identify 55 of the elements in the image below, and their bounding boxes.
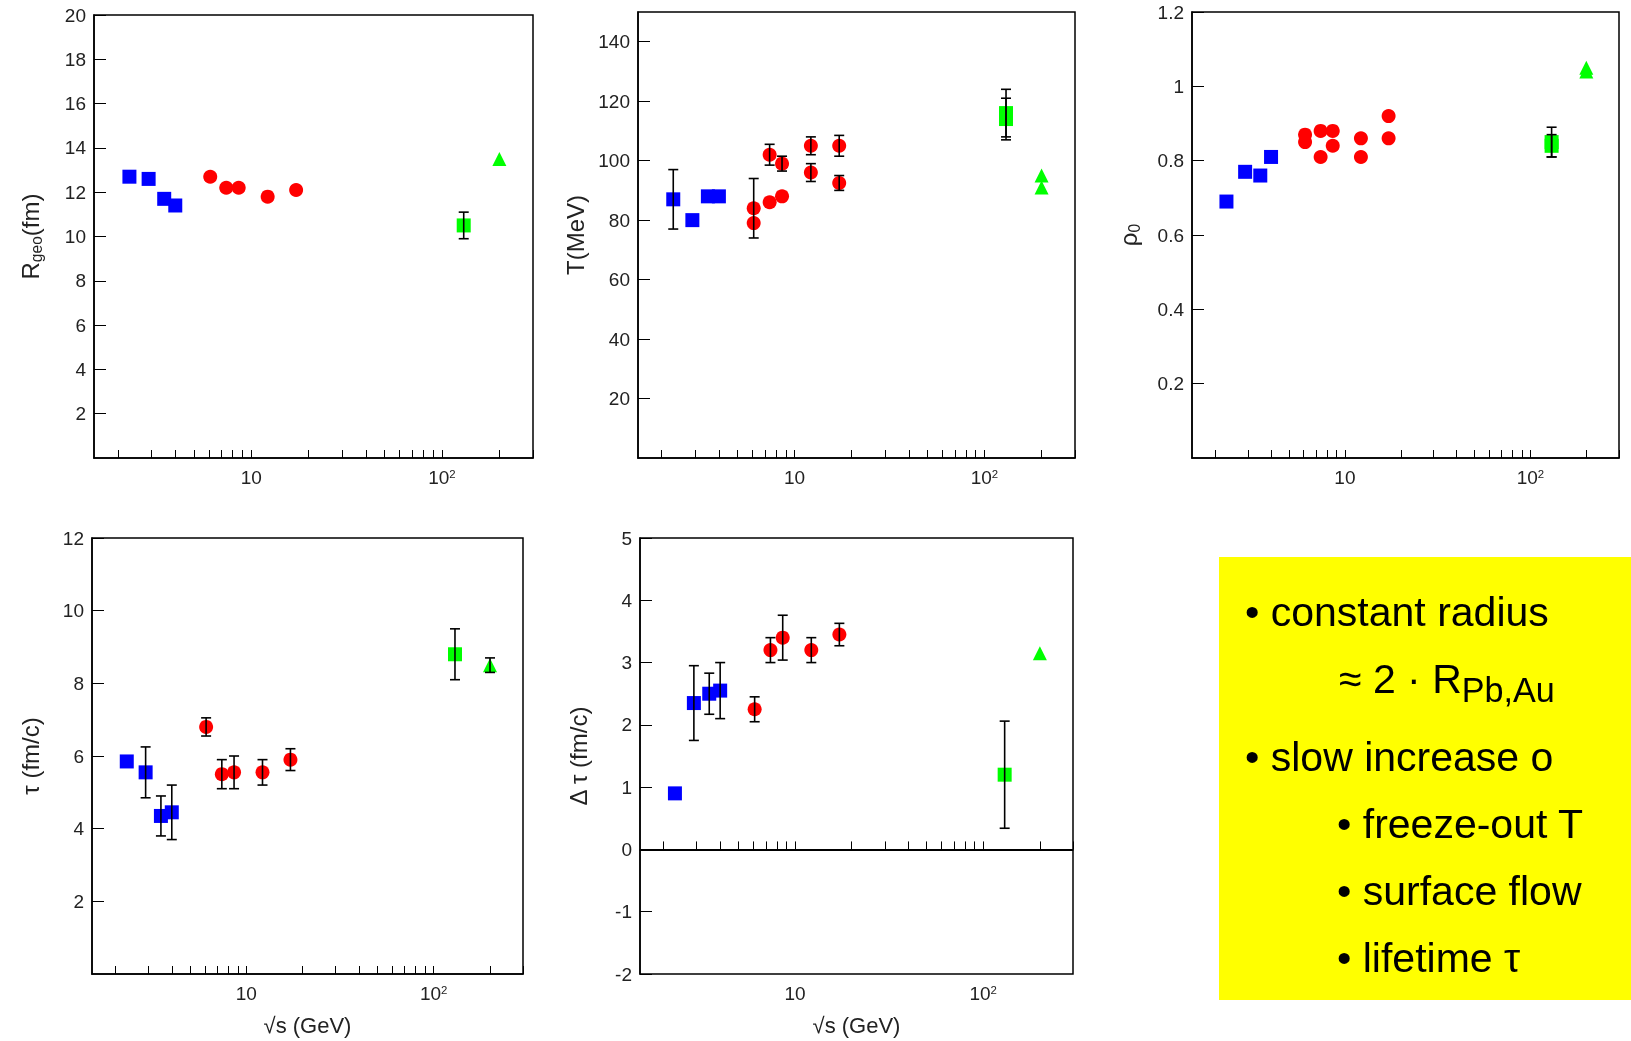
y-tick-label: 3 (621, 652, 632, 674)
y-tick-label: 0.8 (1157, 150, 1184, 172)
y-tick-label: 6 (73, 745, 84, 767)
y-axis-title: τ (fm/c) (16, 717, 44, 795)
y-tick-label: -1 (615, 901, 632, 923)
y-tick-label: 1.2 (1157, 1, 1184, 23)
text: • freeze-out T (1337, 800, 1585, 850)
y-tick-label: 100 (598, 150, 630, 172)
y-tick-label: 4 (621, 589, 633, 611)
text: • lifetime τ (1337, 934, 1522, 984)
y-tick-label: 2 (73, 890, 84, 912)
y-tick-label: 18 (64, 48, 86, 70)
y-tick-label: 5 (621, 527, 632, 549)
text: • constant radius (1245, 588, 1550, 637)
y-tick-label: 4 (75, 358, 87, 380)
text: ≈ 2 · R$_{Pb,Au}$ (1339, 655, 1556, 712)
y-tick-label: 6 (75, 314, 86, 336)
y-tick-label: 0.4 (1157, 298, 1185, 320)
y-tick-label: 12 (64, 181, 86, 203)
y-tick-label: 2 (75, 403, 86, 425)
x-tick-label: 10 (783, 467, 806, 488)
y-tick-label: 140 (598, 31, 630, 53)
y-tick-label: 14 (64, 137, 87, 159)
y-tick-label: 1 (621, 776, 632, 798)
y-tick-label: 1 (1173, 75, 1184, 97)
y-tick-label: 12 (62, 527, 84, 549)
y-tick-label: 0.6 (1157, 224, 1184, 246)
text: • surface flow (1337, 867, 1583, 917)
y-tick-label: 0.2 (1157, 373, 1184, 395)
y-tick-label: 16 (64, 93, 86, 115)
y-axis-title: T(MeV) (561, 195, 589, 275)
y-tick-label: 4 (73, 818, 85, 840)
y-axis-title: Δ τ (fm/c) (564, 706, 592, 806)
y-tick-label: 0 (621, 838, 632, 860)
y-axis-title: ρ0 (1115, 223, 1143, 247)
y-tick-label: 120 (598, 90, 630, 112)
x-axis-title: √s (GeV) (263, 1012, 352, 1038)
y-tick-label: 60 (608, 269, 630, 291)
x-tick-label: 10 (235, 983, 257, 1004)
y-tick-label: 10 (62, 600, 84, 622)
y-tick-label: 10 (64, 226, 86, 247)
y-axis-title: Rgeo(fm) (17, 193, 45, 280)
y-tick-label: 2 (621, 714, 632, 736)
x-tick-label: 10 (784, 983, 806, 1004)
text: • slow increase o (1245, 733, 1555, 783)
y-tick-label: 20 (608, 388, 630, 410)
y-tick-label: 8 (73, 672, 84, 694)
y-tick-label: 8 (75, 270, 86, 292)
x-tick-label: 10 (1334, 467, 1356, 488)
x-axis-title: √s (GeV) (812, 1012, 901, 1038)
y-tick-label: 20 (64, 4, 86, 26)
y-tick-label: 40 (608, 328, 630, 350)
x-tick-label: 10 (240, 467, 262, 488)
y-tick-label: 80 (608, 209, 630, 231)
y-tick-label: -2 (615, 963, 632, 985)
